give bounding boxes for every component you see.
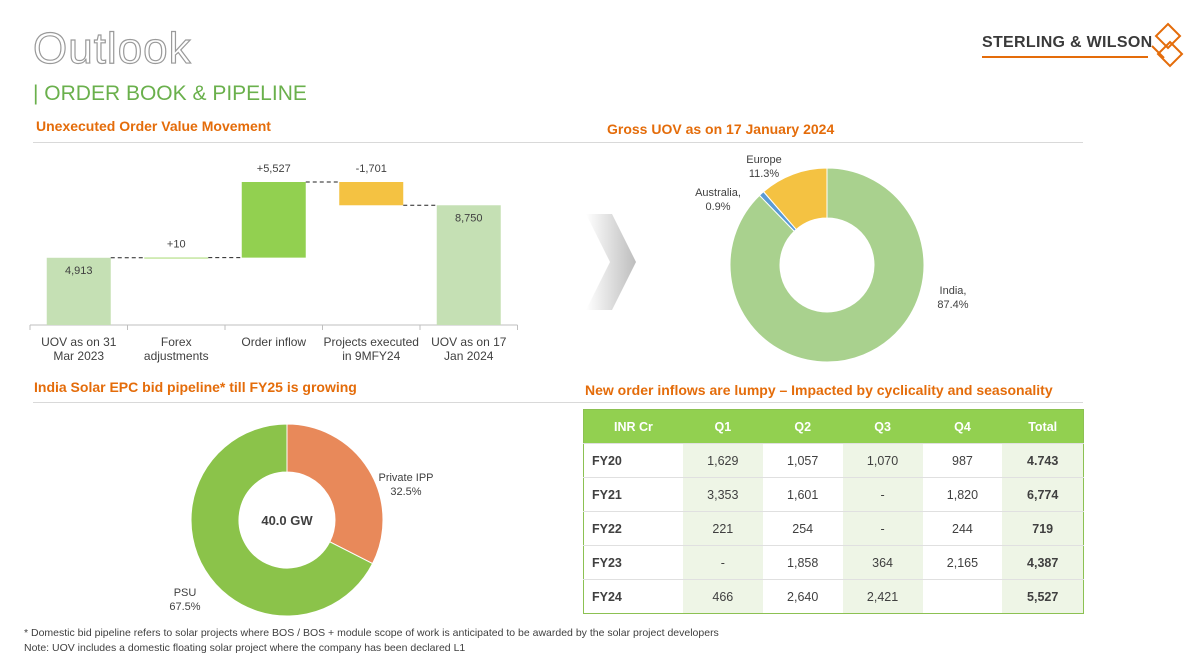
data-label: +10 [167,239,186,251]
section-title: Unexecuted Order Value Movement [36,118,271,134]
slice-label: India, [940,285,967,297]
title: Outlook [32,23,192,73]
table-cell: 3,353 [682,477,763,512]
table-cell: 364 [842,545,923,580]
table-row: FY23-1,858 364 2,165 4,387 [583,545,1084,580]
table-row: FY22 221 254-244 719 [583,511,1084,546]
slice-label: Europe [746,154,781,166]
slice-value: 67.5% [169,601,200,613]
data-label: 8,750 [455,212,483,224]
footnote: Note: UOV includes a domestic floating s… [24,642,466,654]
section-title: New order inflows are lumpy – Impacted b… [585,382,1053,398]
table-cell: 2,165 [922,545,1003,580]
table-cell: - [842,477,923,512]
table-cell: - [842,511,923,546]
bar [436,205,501,325]
column-header: Q1 [682,409,763,444]
table-cell: 1,601 [762,477,843,512]
table-cell: 2,421 [842,579,923,614]
table-cell: 1,057 [762,443,843,478]
column-header: Q4 [922,409,1003,444]
table-cell: - [682,545,763,580]
logo-shape [1151,45,1165,59]
table-cell: 221 [682,511,763,546]
table-cell: FY20 [583,443,683,478]
column-header: Q2 [762,409,843,444]
table-cell: 2,640 [762,579,843,614]
table-cell: FY24 [583,579,683,614]
table-cell: 466 [682,579,763,614]
x-tick-label: Projects executed in 9MFY24 [323,335,419,363]
section-title: India Solar EPC bid pipeline* till FY25 … [34,379,357,395]
data-label: 4,913 [65,265,93,277]
slice [286,423,384,565]
slice-value: 87.4% [937,299,968,311]
divider [33,402,1083,403]
slice-label: Private IPP [378,472,433,484]
table-cell: 254 [762,511,843,546]
logo-shape [1156,40,1184,68]
table-cell: 1,070 [842,443,923,478]
table-cell: 5,527 [1002,579,1084,614]
table-cell: FY22 [583,511,683,546]
x-tick-label: Order inflow [241,335,307,349]
logo-rule [982,56,1148,58]
chart-title: Gross UOV as on 17 January 2024 [607,121,835,137]
column-header: Q3 [842,409,923,444]
table-cell: 4.743 [1002,443,1084,478]
slice [729,167,925,363]
logo-text: STERLING & WILSON [982,34,1153,51]
bar [339,182,404,206]
table-cell [922,579,1003,614]
x-tick-label: UOV as on 17 Jan 2024 [431,335,507,363]
logo-shape [1154,22,1182,50]
slice-value: 0.9% [705,201,730,213]
header-row: INR Cr Q1 Q2 Q3 Q4 Total [583,409,1084,444]
slice-value: 32.5% [390,486,421,498]
column-header: Total [1002,409,1084,444]
arrow [586,214,636,310]
table-row: FY21 3,353 1,601-1,820 6,774 [583,477,1084,512]
table-cell: 244 [922,511,1003,546]
bar [46,257,111,325]
bar [241,182,306,258]
slice-label: Australia, [695,187,741,199]
table-cell: FY21 [583,477,683,512]
logo-icon [1151,22,1184,68]
inflow-table: INR Cr Q1 Q2 Q3 Q4 Total FY20 1,629 1,057 1,070 98… [583,409,1084,614]
table-cell: 719 [1002,511,1084,546]
footnote: * Domestic bid pipeline refers to solar … [24,627,719,639]
slice-label: PSU [174,587,197,599]
slice [190,423,374,617]
center-label: 40.0 GW [261,513,313,528]
table-row: FY24 466 2,640 2,421 5,527 [583,579,1084,614]
slice-value: 11.3% [749,168,780,180]
x-tick-label: Forex adjustments [143,335,209,363]
table-cell: 1,858 [762,545,843,580]
table-cell: 6,774 [1002,477,1084,512]
table-cell: FY23 [583,545,683,580]
table-row: FY20 1,629 1,057 1,070 987 4.743 [583,443,1084,478]
subtitle: | ORDER BOOK & PIPELINE [33,82,307,105]
divider [33,142,1083,143]
slice [762,167,828,231]
table-cell: 1,629 [682,443,763,478]
x-tick-label: UOV as on 31 Mar 2023 [41,335,117,363]
data-label: -1,701 [356,163,387,175]
table-cell: 4,387 [1002,545,1084,580]
table-cell: 987 [922,443,1003,478]
table-body: FY20 1,629 1,057 1,070 987 4.743 FY21 3,353 1,60… [583,443,1084,614]
bar [144,257,209,259]
column-header: INR Cr [583,409,683,444]
table-cell: 1,820 [922,477,1003,512]
data-label: +5,527 [257,163,291,175]
